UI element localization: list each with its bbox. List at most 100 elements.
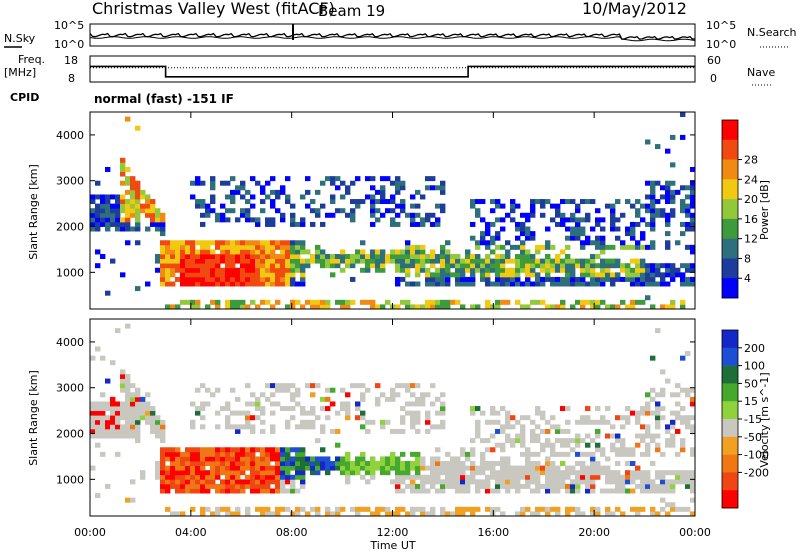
power-cell <box>255 267 261 273</box>
velocity-cell <box>640 406 646 412</box>
power-cell <box>370 254 376 259</box>
velocity-cell <box>605 419 611 425</box>
velocity-cell <box>315 438 321 444</box>
power-cell <box>425 217 431 223</box>
power-cell <box>430 272 436 278</box>
velocity-cell <box>495 461 501 466</box>
velocity-cell <box>580 470 586 476</box>
velocity-cell <box>225 451 231 457</box>
power-cell <box>235 304 241 310</box>
power-cell <box>225 194 231 200</box>
power-cell <box>205 281 211 287</box>
power-cell <box>315 189 321 195</box>
power-cell <box>610 226 616 232</box>
power-cell <box>385 254 391 259</box>
velocity-cell <box>665 442 671 448</box>
power-cell <box>625 276 631 282</box>
velocity-cell <box>200 461 206 466</box>
velocity-cell <box>480 410 486 416</box>
power-cell <box>580 217 586 223</box>
velocity-cell <box>170 447 176 453</box>
velocity-cell <box>170 451 176 457</box>
velocity-cell <box>675 383 681 389</box>
velocity-cell <box>515 488 521 494</box>
velocity-cell <box>650 511 656 517</box>
velocity-cell <box>415 428 421 434</box>
velocity-cell <box>665 479 671 485</box>
velocity-cell <box>445 479 451 485</box>
power-cell <box>485 221 491 227</box>
velocity-cell <box>690 447 696 453</box>
velocity-cell <box>500 479 506 485</box>
velocity-cell <box>215 410 221 416</box>
power-cell <box>320 180 326 186</box>
velocity-cell <box>465 488 471 494</box>
power-cell <box>135 185 141 191</box>
velocity-cell <box>530 479 536 485</box>
velocity-cell <box>165 474 171 480</box>
velocity-cell <box>420 488 426 494</box>
power-cell <box>550 203 556 209</box>
velocity-cell <box>230 474 236 480</box>
power-cell <box>305 249 311 255</box>
velocity-cell <box>510 470 516 476</box>
power-cell <box>185 272 191 278</box>
velocity-cell <box>235 447 241 453</box>
velocity-cell <box>465 474 471 480</box>
power-cell <box>365 299 371 305</box>
power-cell <box>180 244 186 250</box>
velocity-cell <box>405 511 411 517</box>
velocity-cell <box>245 479 251 485</box>
power-cell <box>520 221 526 227</box>
power-cell <box>660 304 666 310</box>
power-cell <box>560 304 566 310</box>
power-cell <box>555 212 561 218</box>
velocity-cell <box>440 465 446 471</box>
power-cell <box>175 240 181 246</box>
velocity-cell <box>515 474 521 480</box>
velocity-cell <box>615 470 621 476</box>
velocity-cell <box>95 410 101 416</box>
power-cell <box>300 217 306 223</box>
velocity-cell <box>150 428 156 434</box>
power-cell <box>415 249 421 255</box>
power-cell <box>590 276 596 282</box>
velocity-cell <box>490 506 496 512</box>
power-cell <box>310 221 316 227</box>
power-cell <box>665 244 671 250</box>
velocity-cell <box>110 360 116 366</box>
velocity-cell <box>675 401 681 407</box>
power-cell <box>630 299 636 305</box>
velocity-cell <box>155 465 161 471</box>
velocity-cell <box>200 415 206 421</box>
power-cell <box>390 254 396 259</box>
velocity-cell <box>605 488 611 494</box>
velocity-cell <box>585 488 591 494</box>
velocity-cell <box>190 447 196 453</box>
velocity-cell <box>485 474 491 480</box>
power-cell <box>345 304 351 310</box>
velocity-cell <box>205 447 211 453</box>
velocity-cell <box>560 438 566 444</box>
power-cell <box>440 263 446 269</box>
velocity-cell <box>435 479 441 485</box>
power-cell <box>410 281 416 287</box>
power-cell <box>340 249 346 255</box>
power-cell <box>435 276 441 282</box>
velocity-cell <box>420 456 426 462</box>
power-cell <box>240 212 246 218</box>
velocity-cell <box>175 479 181 485</box>
power-cell <box>135 189 141 195</box>
velocity-cell <box>250 451 256 457</box>
velocity-cell <box>220 465 226 471</box>
power-cell <box>215 272 221 278</box>
velocity-cell <box>265 383 271 389</box>
velocity-cell <box>110 410 116 416</box>
velocity-cell <box>500 442 506 448</box>
velocity-cell <box>275 470 281 476</box>
velocity-cell <box>225 461 231 466</box>
power-cell <box>565 281 571 287</box>
power-cell <box>195 281 201 287</box>
power-cell <box>490 281 496 287</box>
power-cell <box>95 226 101 232</box>
